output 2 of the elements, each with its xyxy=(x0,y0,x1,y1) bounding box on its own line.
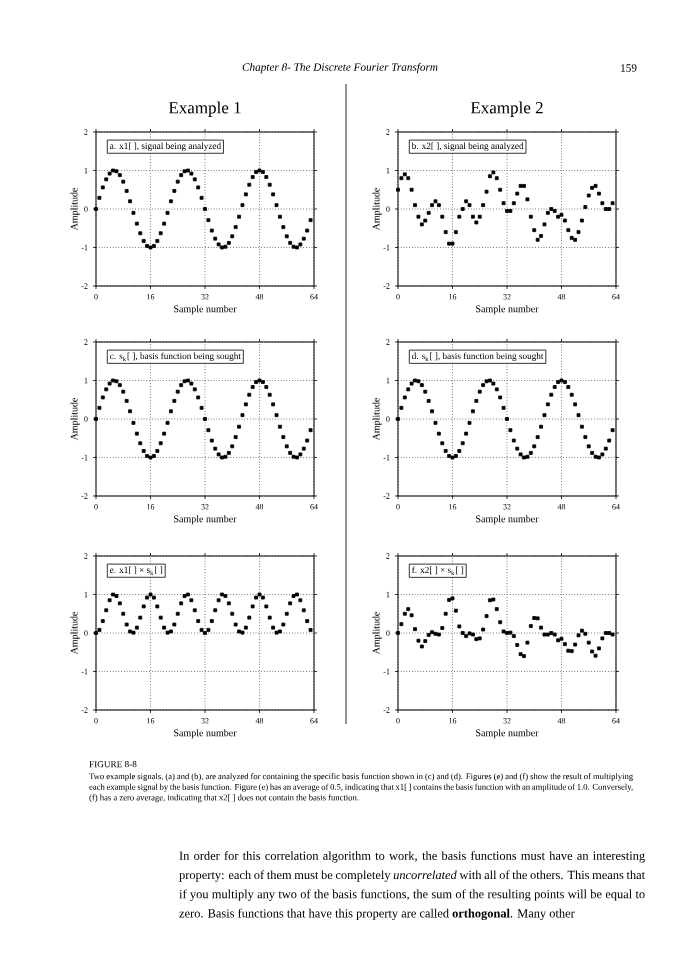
chart-title: Example 2 xyxy=(470,101,543,117)
chart-title: Example 1 xyxy=(168,101,241,117)
